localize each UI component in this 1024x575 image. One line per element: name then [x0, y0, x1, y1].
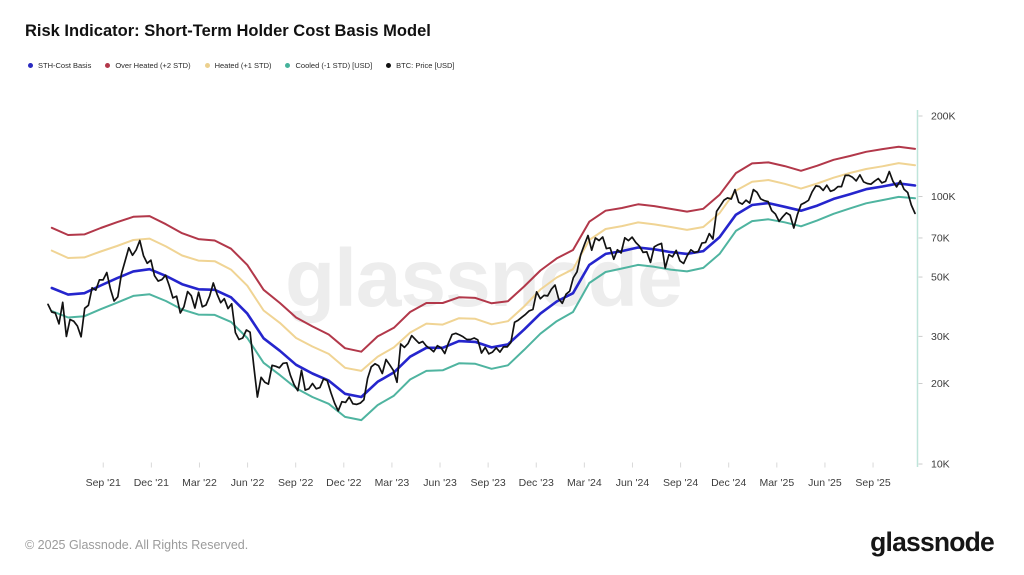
legend-color-dot: [204, 63, 210, 68]
x-tick-label: Dec '22: [326, 477, 361, 489]
x-tick-label: Sep '25: [855, 477, 890, 489]
legend-item-heated[interactable]: Heated (+1 STD): [204, 61, 272, 70]
page-title: Risk Indicator: Short-Term Holder Cost B…: [25, 22, 431, 40]
series-heated: [50, 162, 916, 372]
legend-color-dot: [386, 63, 392, 68]
x-tick-label: Sep '21: [86, 477, 121, 489]
y-tick-label: 50K: [931, 272, 950, 284]
legend-item-over-heated[interactable]: Over Heated (+2 STD): [105, 61, 191, 70]
legend-item-cooled[interactable]: Cooled (-1 STD) [USD]: [285, 61, 372, 70]
legend-item-sth-cost-basis[interactable]: STH-Cost Basis: [28, 61, 91, 70]
x-tick-label: Mar '25: [759, 477, 794, 489]
copyright-text: © 2025 Glassnode. All Rights Reserved.: [25, 538, 249, 552]
legend-item-btc-price[interactable]: BTC: Price [USD]: [386, 61, 455, 70]
x-tick-label: Dec '23: [519, 477, 554, 489]
legend-item-label: Over Heated (+2 STD): [115, 61, 191, 70]
legend-color-dot: [105, 63, 111, 68]
legend-item-label: BTC: Price [USD]: [396, 61, 455, 70]
x-tick-label: Mar '23: [375, 477, 410, 489]
y-tick-label: 100K: [931, 191, 956, 203]
y-tick-label: 200K: [931, 111, 956, 123]
chart-legend: STH-Cost Basis Over Heated (+2 STD) Heated…: [28, 61, 455, 70]
x-tick-label: Mar '24: [567, 477, 602, 489]
legend-item-label: Cooled (-1 STD) [USD]: [295, 61, 373, 70]
series-btc_price: [47, 170, 916, 412]
y-tick-label: 20K: [931, 378, 950, 390]
x-tick-label: Dec '24: [711, 477, 746, 489]
glassnode-logo: glassnode: [870, 527, 995, 557]
x-tick-label: Sep '23: [470, 477, 505, 489]
x-tick-label: Dec '21: [134, 477, 169, 489]
x-tick-label: Jun '24: [616, 477, 650, 489]
x-tick-label: Jun '25: [808, 477, 842, 489]
legend-color-dot: [28, 63, 33, 68]
y-tick-label: 70K: [931, 232, 950, 244]
y-tick-label: 10K: [931, 459, 950, 471]
y-tick-label: 30K: [931, 331, 950, 343]
series-over_heated: [50, 145, 916, 353]
x-tick-label: Sep '22: [278, 477, 313, 489]
series-sth_cost_basis: [50, 182, 917, 399]
legend-item-label: STH-Cost Basis: [38, 61, 92, 70]
x-tick-label: Mar '22: [182, 477, 217, 489]
x-tick-label: Jun '22: [231, 477, 265, 489]
x-tick-label: Jun '23: [423, 477, 457, 489]
x-tick-label: Sep '24: [663, 477, 698, 489]
series-cooled: [50, 195, 916, 422]
legend-item-label: Heated (+1 STD): [214, 61, 272, 70]
legend-color-dot: [285, 63, 291, 68]
